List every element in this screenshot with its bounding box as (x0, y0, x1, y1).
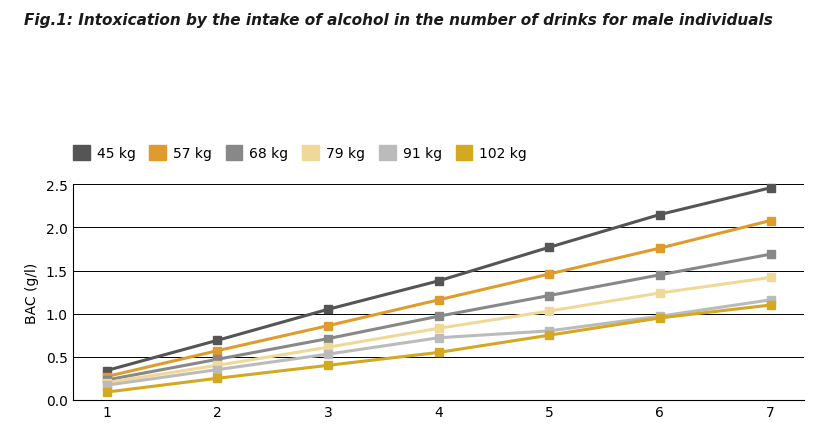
91 kg (323, 352, 333, 357)
68 kg (544, 293, 554, 298)
45 kg (212, 338, 222, 343)
68 kg (102, 378, 112, 383)
68 kg (212, 357, 222, 362)
45 kg (102, 368, 112, 373)
57 kg (212, 348, 222, 353)
102 kg (102, 390, 112, 395)
68 kg (655, 273, 665, 278)
68 kg (765, 252, 775, 257)
68 kg (323, 336, 333, 341)
79 kg (434, 326, 444, 331)
57 kg (323, 323, 333, 329)
91 kg (102, 383, 112, 388)
Text: Fig.1: Intoxication by the intake of alcohol in the number of drinks for male in: Fig.1: Intoxication by the intake of alc… (24, 13, 774, 28)
91 kg (434, 335, 444, 341)
57 kg (102, 374, 112, 379)
102 kg (434, 350, 444, 355)
57 kg (655, 246, 665, 251)
57 kg (544, 272, 554, 277)
Line: 91 kg: 91 kg (103, 296, 774, 389)
91 kg (212, 367, 222, 372)
91 kg (765, 298, 775, 303)
79 kg (102, 380, 112, 385)
102 kg (323, 363, 333, 368)
Line: 45 kg: 45 kg (103, 184, 774, 375)
Line: 57 kg: 57 kg (103, 217, 774, 381)
45 kg (655, 212, 665, 218)
45 kg (434, 279, 444, 284)
79 kg (544, 309, 554, 314)
68 kg (434, 314, 444, 319)
91 kg (655, 314, 665, 319)
45 kg (544, 245, 554, 250)
57 kg (434, 298, 444, 303)
Line: 79 kg: 79 kg (103, 274, 774, 387)
57 kg (765, 218, 775, 224)
79 kg (323, 345, 333, 350)
102 kg (655, 316, 665, 321)
102 kg (212, 376, 222, 381)
Legend: 45 kg, 57 kg, 68 kg, 79 kg, 91 kg, 102 kg: 45 kg, 57 kg, 68 kg, 79 kg, 91 kg, 102 k… (73, 146, 527, 161)
45 kg (323, 307, 333, 312)
79 kg (655, 291, 665, 296)
Line: 102 kg: 102 kg (103, 301, 774, 396)
102 kg (544, 333, 554, 338)
91 kg (544, 329, 554, 334)
Y-axis label: BAC (g/l): BAC (g/l) (25, 262, 39, 323)
102 kg (765, 303, 775, 308)
45 kg (765, 186, 775, 191)
Line: 68 kg: 68 kg (103, 251, 774, 384)
79 kg (765, 275, 775, 280)
79 kg (212, 363, 222, 368)
